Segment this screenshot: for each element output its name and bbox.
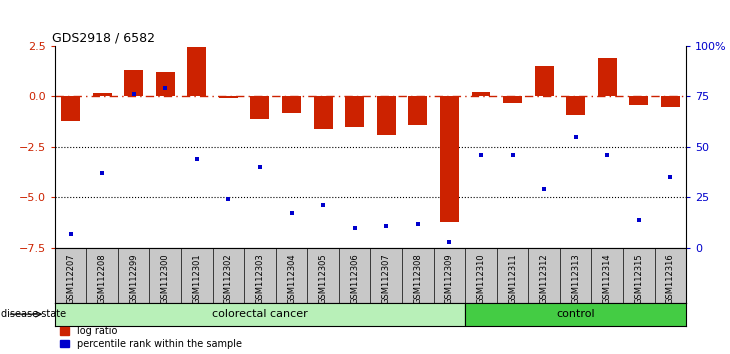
Bar xyxy=(472,92,491,97)
Bar xyxy=(250,97,269,119)
Bar xyxy=(282,97,301,113)
Bar xyxy=(598,58,617,97)
Bar xyxy=(503,97,522,103)
Bar xyxy=(345,97,364,127)
Bar xyxy=(188,47,207,97)
Text: colorectal cancer: colorectal cancer xyxy=(212,309,308,319)
Text: control: control xyxy=(556,309,595,319)
Bar xyxy=(534,66,553,97)
Text: disease state: disease state xyxy=(1,309,66,319)
Bar xyxy=(377,97,396,135)
Legend: log ratio, percentile rank within the sample: log ratio, percentile rank within the sa… xyxy=(60,326,242,349)
Bar xyxy=(155,72,174,97)
Bar xyxy=(314,97,333,129)
Bar xyxy=(124,70,143,97)
Bar xyxy=(408,97,427,125)
Bar xyxy=(661,97,680,107)
Bar xyxy=(61,97,80,121)
Bar xyxy=(566,97,585,115)
Bar xyxy=(440,97,459,222)
Bar xyxy=(629,97,648,104)
Text: GDS2918 / 6582: GDS2918 / 6582 xyxy=(52,32,155,45)
Bar xyxy=(93,93,112,97)
Bar xyxy=(219,97,238,98)
